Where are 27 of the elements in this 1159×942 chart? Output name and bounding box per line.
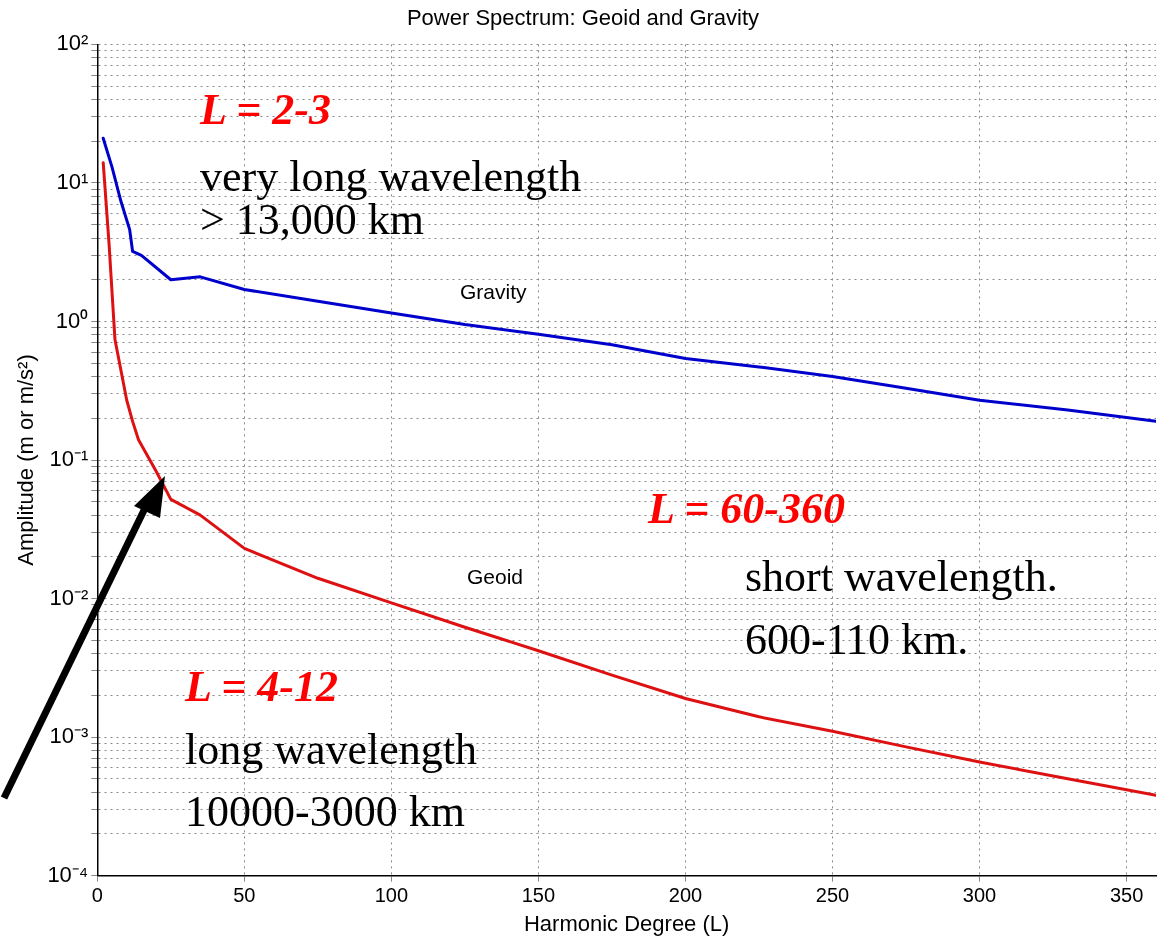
y-tick-label: 10⁻¹: [49, 446, 89, 472]
annotation: L = 4-12: [185, 662, 338, 711]
x-tick-label: 0: [91, 884, 103, 907]
y-tick-label: 10²: [56, 30, 89, 56]
x-tick-label: 200: [668, 884, 703, 907]
annotation: Geoid: [467, 565, 524, 588]
y-tick-label: 10⁰: [55, 307, 89, 333]
annotation: L = 2-3: [200, 85, 331, 134]
annotation: 10000-3000 km: [185, 787, 465, 836]
y-tick-label: 10⁻⁴: [47, 861, 89, 887]
x-tick-label: 300: [962, 884, 997, 907]
x-tick-label: 100: [374, 884, 409, 907]
x-tick-label: 350: [1109, 884, 1144, 907]
x-tick-label: 50: [233, 884, 256, 907]
annotation: Gravity: [460, 280, 527, 303]
annotation: 600-110 km.: [745, 615, 969, 664]
x-tick-label: 250: [815, 884, 850, 907]
y-tick-label: 10¹: [56, 169, 89, 194]
y-tick-label: 10⁻²: [49, 584, 89, 610]
annotation: long wavelength: [185, 725, 478, 774]
y-tick-label: 10⁻³: [49, 723, 89, 749]
annotation: short wavelength.: [745, 552, 1058, 601]
annotation: L = 60-360: [648, 484, 845, 533]
y-axis-title: Amplitude (m or m/s²): [13, 354, 39, 566]
chart-title: Power Spectrum: Geoid and Gravity: [406, 5, 760, 31]
x-tick-label: 150: [521, 884, 556, 907]
x-axis-title: Harmonic Degree (L): [523, 910, 730, 936]
